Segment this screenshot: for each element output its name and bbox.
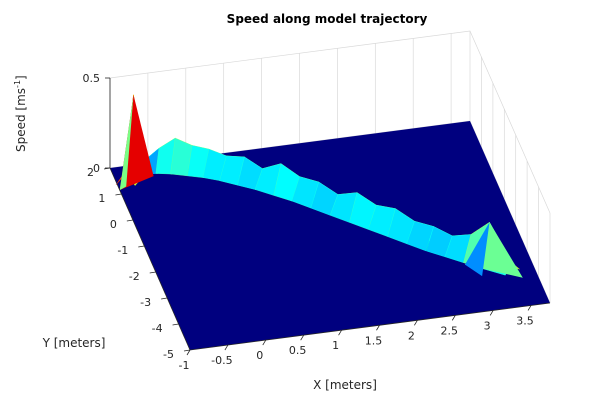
axis-grid bbox=[109, 30, 551, 304]
surface-peak-side bbox=[119, 94, 134, 191]
z-axis-label-exponent: -1 bbox=[13, 80, 22, 88]
x-tick-mark bbox=[527, 305, 532, 311]
y-tick-label: -5 bbox=[163, 348, 174, 361]
z-axis-label: Speed [ms-1] bbox=[13, 75, 28, 152]
chart-title: Speed along model trajectory bbox=[227, 12, 428, 26]
x-tick-mark bbox=[376, 325, 380, 331]
x-tick-label: 3.5 bbox=[516, 314, 534, 327]
z-axis-label-main: Speed [ms bbox=[14, 88, 28, 152]
x-axis-line bbox=[189, 302, 551, 351]
y-tick-label: -1 bbox=[117, 244, 128, 257]
y-axis-label: Y [meters] bbox=[42, 336, 106, 350]
x-tick-label: 2.5 bbox=[441, 324, 459, 337]
x-tick-labels: -1 -0.5 0 0.5 1 1.5 2 2.5 3 3.5 bbox=[179, 305, 534, 372]
y-tick-label: -3 bbox=[140, 296, 151, 309]
x-tick-mark bbox=[489, 310, 494, 316]
x-tick-label: -0.5 bbox=[211, 354, 232, 367]
axis-lines bbox=[109, 78, 551, 351]
z-tick-label: 0 bbox=[93, 162, 100, 175]
x-tick-mark bbox=[338, 330, 342, 336]
y-tick-mark bbox=[138, 245, 145, 248]
x-tick-mark bbox=[414, 320, 418, 326]
y-tick-mark bbox=[183, 349, 191, 352]
speed-surface bbox=[115, 94, 523, 278]
x-tick-label: 0 bbox=[256, 349, 263, 362]
x-tick-mark bbox=[224, 344, 229, 351]
x-tick-label: 3 bbox=[484, 319, 491, 332]
y-tick-label: 2 bbox=[87, 166, 94, 179]
x-tick-mark bbox=[262, 339, 267, 346]
y-tick-mark bbox=[126, 219, 133, 222]
x-tick-label: 0.5 bbox=[289, 344, 307, 357]
x-axis-label: X [meters] bbox=[313, 378, 377, 392]
x-tick-mark bbox=[451, 315, 456, 321]
x-tick-label: -1 bbox=[179, 359, 190, 372]
z-tick-label: 0.5 bbox=[83, 72, 101, 85]
x-tick-mark bbox=[186, 349, 191, 356]
surface-peak bbox=[119, 94, 154, 191]
surface-peak-side bbox=[465, 222, 490, 277]
y-axis-line bbox=[109, 167, 191, 351]
x-tick-label: 1 bbox=[332, 339, 339, 352]
y-tick-mark bbox=[161, 297, 168, 300]
x-tick-mark bbox=[300, 334, 305, 341]
y-tick-label: -4 bbox=[152, 322, 163, 335]
y-tick-mark bbox=[115, 193, 122, 196]
y-tick-label: -2 bbox=[129, 270, 140, 283]
z-tick-labels: 00.5 bbox=[83, 72, 110, 175]
grid-line-z bbox=[109, 30, 551, 214]
y-tick-label: 1 bbox=[98, 192, 105, 205]
x-tick-label: 1.5 bbox=[365, 334, 383, 347]
y-tick-mark bbox=[149, 271, 156, 274]
x-tick-label: 2 bbox=[408, 329, 415, 342]
y-tick-label: 0 bbox=[110, 218, 117, 231]
y-tick-mark bbox=[172, 323, 179, 326]
z-axis-label-close: ] bbox=[14, 75, 28, 80]
